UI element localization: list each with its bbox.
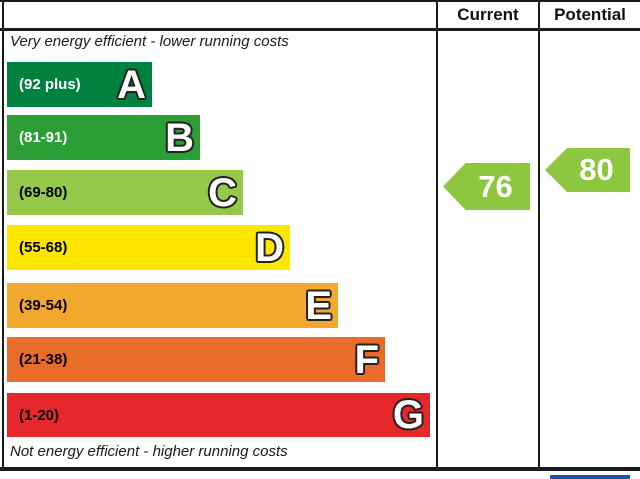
band-range-label: (92 plus) xyxy=(19,76,81,93)
top-caption: Very energy efficient - lower running co… xyxy=(10,33,289,50)
potential-rating-value: 80 xyxy=(579,152,614,187)
band-letter: C xyxy=(208,170,237,215)
band-range-label: (39-54) xyxy=(19,297,68,314)
bottom-caption: Not energy efficient - higher running co… xyxy=(10,443,288,460)
potential-column-header: Potential xyxy=(554,5,626,24)
cropped-blue-box xyxy=(550,475,630,479)
band-range-label: (55-68) xyxy=(19,239,68,256)
current-column-header: Current xyxy=(457,5,519,24)
band-row: (1-20) G xyxy=(7,393,430,437)
band-letter: F xyxy=(354,337,379,382)
current-rating-value: 76 xyxy=(478,168,513,204)
band-row: (81-91) B xyxy=(7,115,200,160)
current-column-border xyxy=(436,0,438,471)
band-row: (21-38) F xyxy=(7,337,385,382)
table-bottom-border xyxy=(0,467,640,471)
potential-column-border xyxy=(538,0,540,471)
band-letter: B xyxy=(165,115,194,160)
band-letter: D xyxy=(255,225,284,270)
table-top-border xyxy=(0,0,640,2)
band-letter: G xyxy=(392,393,424,437)
header-separator-line xyxy=(0,28,640,31)
band-range-label: (69-80) xyxy=(19,184,68,201)
band-row: (69-80) C xyxy=(7,170,243,215)
band-letter: E xyxy=(305,283,332,328)
current-rating-arrow: 76 xyxy=(443,163,530,210)
potential-rating-arrow: 80 xyxy=(545,148,630,192)
band-letter: A xyxy=(117,62,146,107)
band-range-label: (21-38) xyxy=(19,351,68,368)
band-range-label: (81-91) xyxy=(19,129,68,146)
band-row: (39-54) E xyxy=(7,283,338,328)
bands: (92 plus) A (81-91) B (69-80) C (55-68) … xyxy=(7,0,437,467)
band-row: (92 plus) A xyxy=(7,62,152,107)
band-range-label: (1-20) xyxy=(19,406,60,424)
table-left-border xyxy=(2,0,4,471)
band-row: (55-68) D xyxy=(7,225,290,270)
